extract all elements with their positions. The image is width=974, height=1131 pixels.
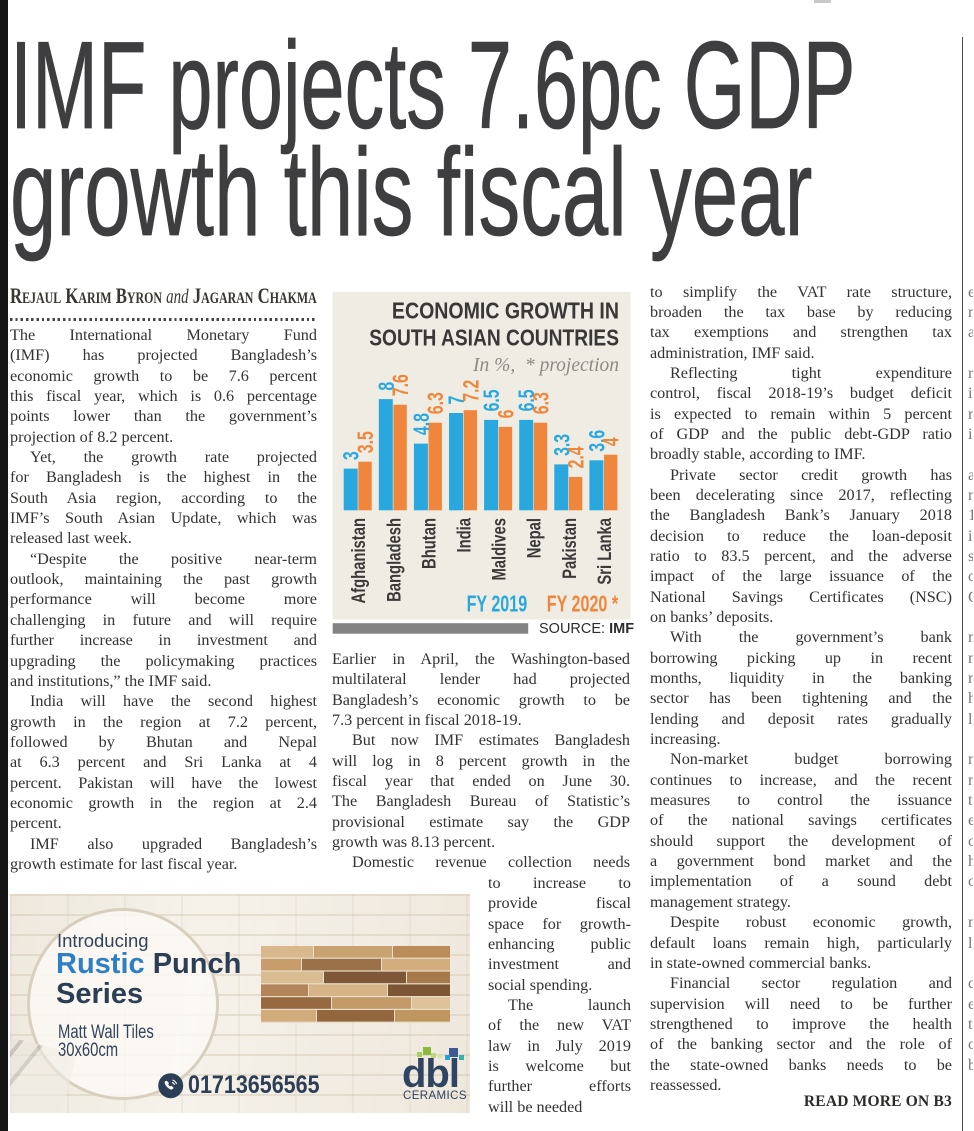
svg-text:6.5: 6.5 xyxy=(481,389,505,411)
svg-text:2.4: 2.4 xyxy=(565,446,589,468)
svg-text:7: 7 xyxy=(446,396,470,405)
svg-text:4.8: 4.8 xyxy=(411,413,435,435)
svg-text:India: India xyxy=(452,518,475,553)
svg-text:6.5: 6.5 xyxy=(516,389,540,411)
svg-text:Nepal: Nepal xyxy=(523,518,546,558)
svg-text:CERAMICS: CERAMICS xyxy=(403,1090,467,1102)
svg-text:4: 4 xyxy=(600,437,624,446)
svg-text:3.3: 3.3 xyxy=(551,434,575,456)
svg-text:Bhutan: Bhutan xyxy=(417,518,440,569)
svg-text:SOUTH ASIAN COUNTRIES: SOUTH ASIAN COUNTRIES xyxy=(369,325,619,351)
svg-text:dbl: dbl xyxy=(402,1052,459,1096)
svg-text:Bangladesh: Bangladesh xyxy=(382,518,405,602)
svg-text:3.5: 3.5 xyxy=(355,431,379,453)
svg-text:6.3: 6.3 xyxy=(425,392,449,414)
svg-text:Maldives: Maldives xyxy=(488,518,511,581)
svg-text:ECONOMIC GROWTH IN: ECONOMIC GROWTH IN xyxy=(392,297,619,324)
svg-text:3.6: 3.6 xyxy=(586,430,610,452)
svg-text:3: 3 xyxy=(340,451,364,460)
svg-text:6: 6 xyxy=(495,410,519,419)
svg-text:7.6: 7.6 xyxy=(390,374,414,396)
svg-text:Afghanistan: Afghanistan xyxy=(347,518,370,604)
svg-text:SOURCE: IMF: SOURCE: IMF xyxy=(539,621,634,637)
svg-text:FY 2019: FY 2019 xyxy=(467,592,528,617)
svg-text:8: 8 xyxy=(375,382,399,391)
svg-text:Pakistan: Pakistan xyxy=(558,518,581,579)
svg-text:7.2: 7.2 xyxy=(460,380,484,402)
svg-text:In %, * projection: In %, * projection xyxy=(472,355,619,376)
svg-text:6.3: 6.3 xyxy=(530,392,554,414)
svg-text:Sri Lanka: Sri Lanka xyxy=(593,518,616,585)
svg-text:FY 2020 *: FY 2020 * xyxy=(547,592,619,617)
